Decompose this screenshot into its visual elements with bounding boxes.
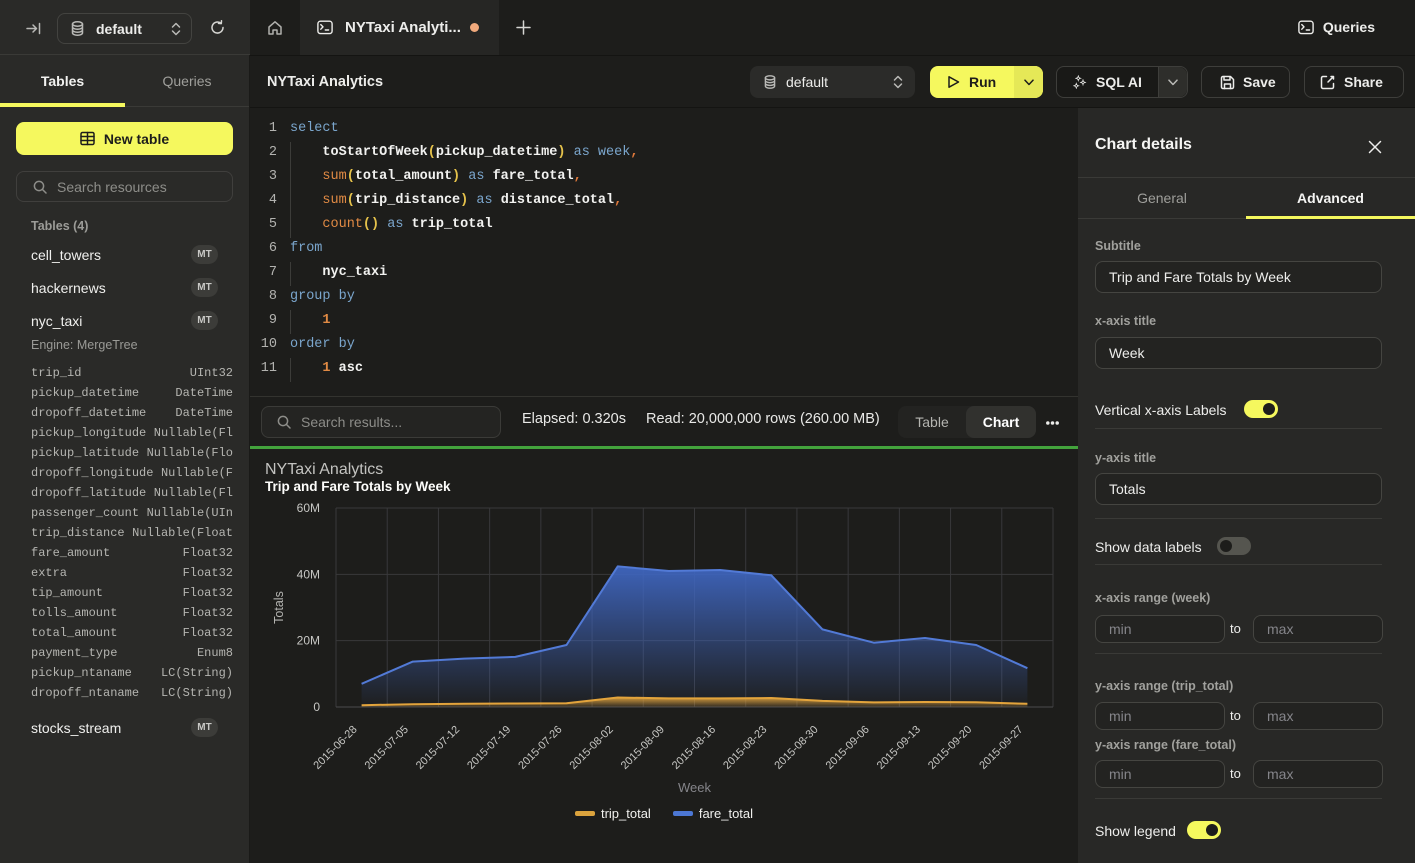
svg-text:0: 0 xyxy=(313,700,320,714)
svg-text:Totals: Totals xyxy=(272,591,286,624)
svg-text:2015-07-05: 2015-07-05 xyxy=(363,724,411,772)
svg-text:2015-09-06: 2015-09-06 xyxy=(824,724,872,772)
svg-text:2015-08-02: 2015-08-02 xyxy=(568,724,616,772)
svg-text:40M: 40M xyxy=(297,567,320,581)
svg-text:2015-09-20: 2015-09-20 xyxy=(926,724,974,772)
svg-text:2015-09-27: 2015-09-27 xyxy=(977,724,1025,772)
svg-text:2015-07-12: 2015-07-12 xyxy=(414,724,462,772)
svg-text:2015-09-13: 2015-09-13 xyxy=(875,724,923,772)
svg-text:60M: 60M xyxy=(297,501,320,515)
svg-text:2015-08-30: 2015-08-30 xyxy=(772,724,820,772)
svg-text:20M: 20M xyxy=(297,634,320,648)
svg-text:2015-06-28: 2015-06-28 xyxy=(311,724,359,772)
svg-text:2015-07-26: 2015-07-26 xyxy=(516,724,564,772)
svg-text:2015-08-09: 2015-08-09 xyxy=(619,724,667,772)
svg-text:Week: Week xyxy=(678,780,711,795)
svg-text:2015-08-23: 2015-08-23 xyxy=(721,724,769,772)
svg-text:2015-08-16: 2015-08-16 xyxy=(670,724,718,772)
svg-text:2015-07-19: 2015-07-19 xyxy=(465,724,513,772)
